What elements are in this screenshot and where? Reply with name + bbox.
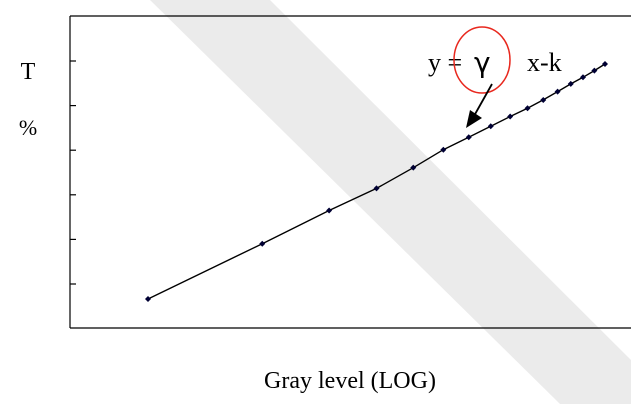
x-axis-label: Gray level (LOG) [264,368,436,394]
formula-annotation: y = γ x-k [428,26,562,128]
y-axis-label-t: T [21,59,36,85]
formula-x-part: x-k [527,48,562,77]
y-axis-ticks [70,60,76,285]
gamma-highlight-circle [453,26,511,94]
data-point-3 [326,207,333,214]
data-point-9 [507,113,514,120]
y-axis-label-percent: % [19,115,37,140]
formula-gamma: γ [474,46,491,79]
series-line [147,63,606,300]
data-point-10 [524,105,531,112]
data-point-11 [540,96,547,103]
data-point-13 [567,80,574,87]
data-point-4 [373,185,380,192]
data-point-8 [487,123,494,130]
formula-y-part: y = [428,48,462,77]
arrow-head-icon [466,110,482,128]
plot-frame [69,15,631,329]
watermark [150,0,631,404]
data-markers [145,61,608,302]
data-point-16 [602,61,608,67]
data-point-6 [440,146,447,153]
data-point-1 [145,296,151,302]
data-point-14 [579,74,586,81]
data-point-15 [591,67,598,74]
data-point-12 [554,88,561,95]
data-point-7 [465,134,472,141]
data-point-2 [259,240,266,247]
data-point-5 [410,164,417,171]
annotation-arrow [473,83,493,117]
